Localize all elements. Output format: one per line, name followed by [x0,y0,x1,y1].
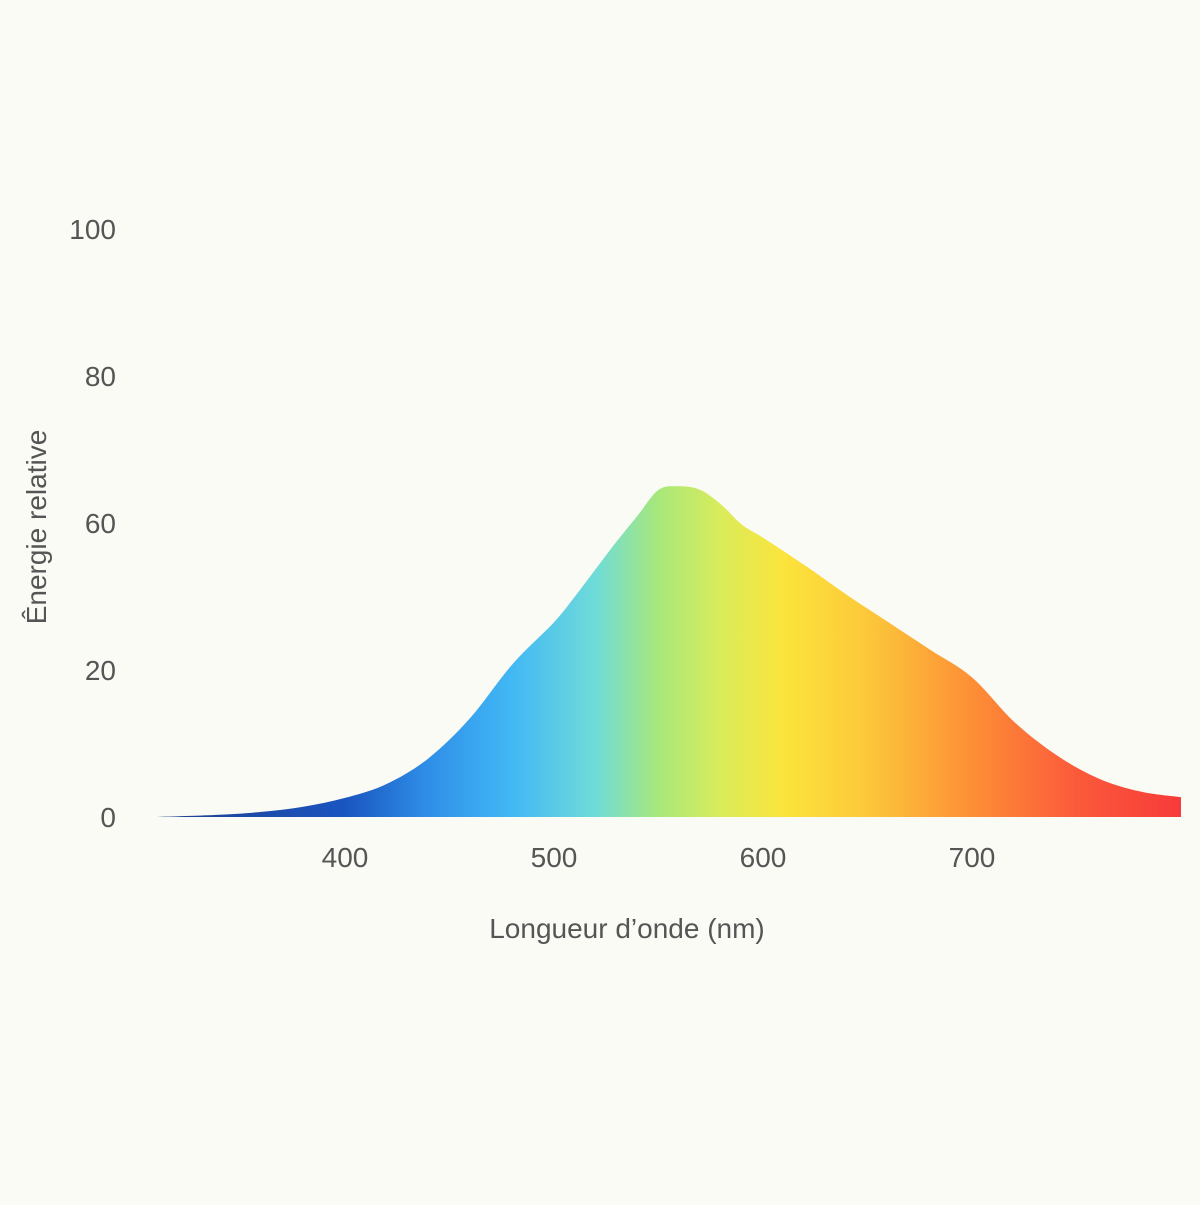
spectrum-area [156,486,1181,817]
y-tick-label: 20 [85,655,116,686]
x-axis-label: Longueur d’onde (nm) [489,913,765,944]
y-tick-label: 0 [100,802,116,833]
x-tick-label: 400 [322,842,369,873]
x-tick-label: 600 [740,842,787,873]
y-tick-label: 80 [85,361,116,392]
y-axis-ticks: 0 20 60 80 100 [69,214,116,833]
y-axis-label: Ênergie relative [21,430,52,625]
x-tick-label: 700 [949,842,996,873]
y-tick-label: 60 [85,508,116,539]
x-tick-label: 500 [531,842,578,873]
y-tick-label: 100 [69,214,116,245]
x-axis-ticks: 400 500 600 700 [322,842,996,873]
